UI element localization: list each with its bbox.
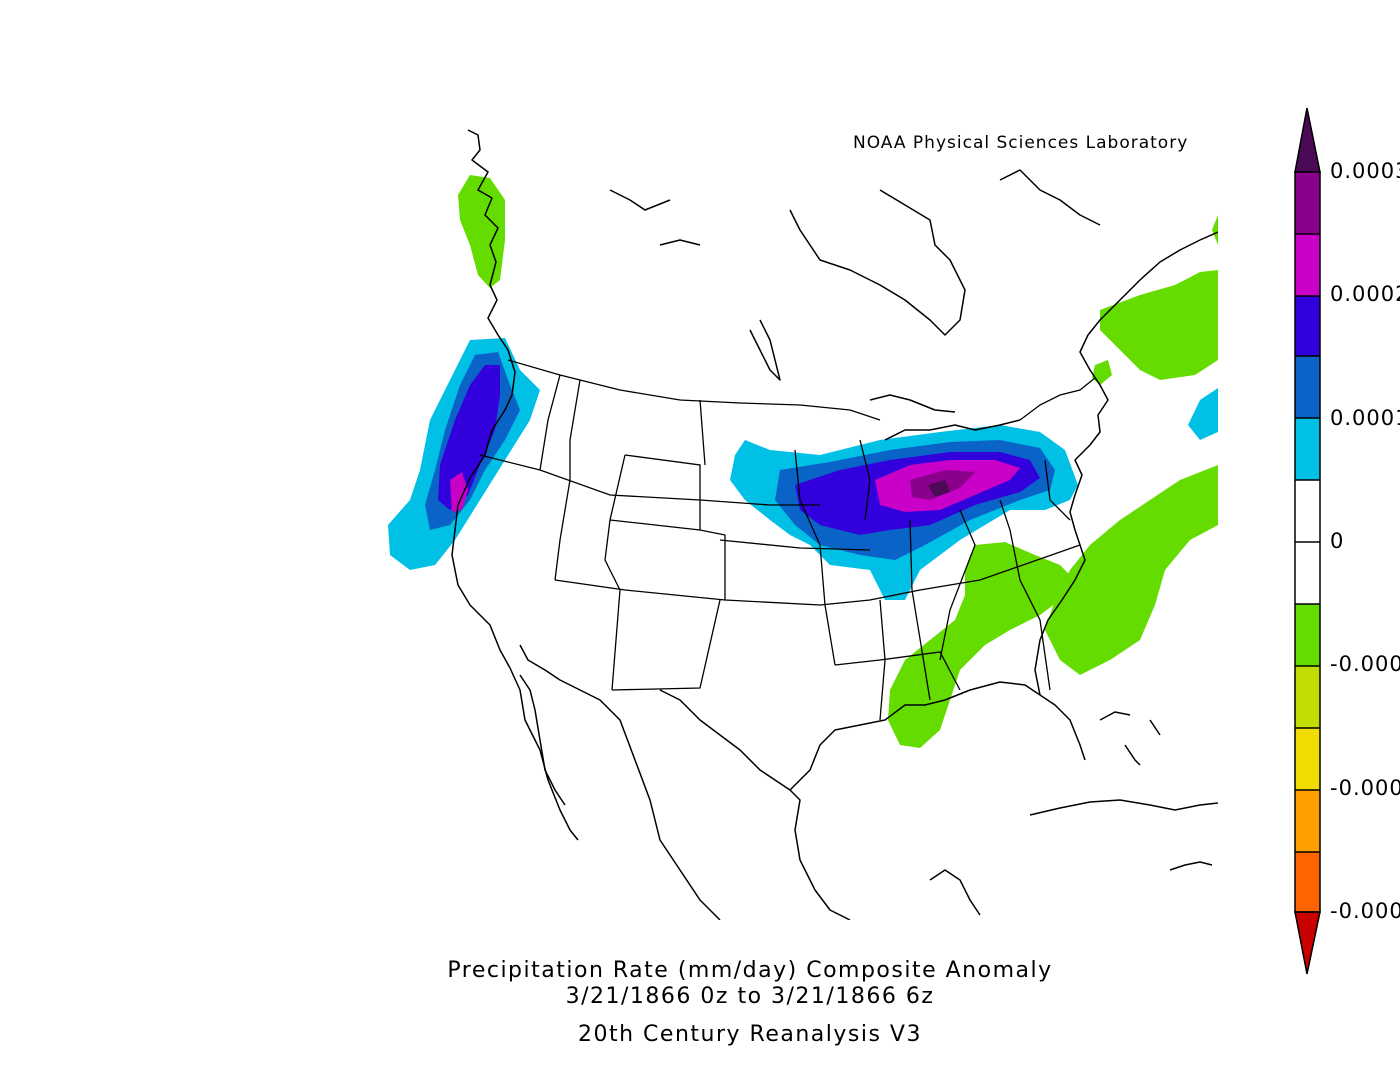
colorbar-top-arrow	[1294, 107, 1321, 173]
colorbar-bottom-arrow	[1294, 911, 1321, 975]
colorbar-swatch	[1295, 666, 1320, 728]
negative-anomaly-regions	[458, 175, 1218, 748]
colorbar-label: 0.0003	[1330, 159, 1400, 183]
colorbar	[1294, 107, 1321, 975]
colorbar-label: -0.0002	[1330, 775, 1400, 800]
colorbar-swatch	[1295, 604, 1320, 666]
colorbar-label: 0	[1330, 529, 1345, 554]
colorbar-swatch	[1295, 852, 1320, 912]
colorbar-swatch	[1295, 356, 1320, 418]
political-boundaries	[479, 359, 1096, 721]
colorbar-swatch	[1295, 296, 1320, 356]
figure-date-range: 3/21/1866 0z to 3/21/1866 6z	[565, 984, 935, 1009]
positive-anomaly-central-us	[730, 425, 1078, 600]
colorbar-swatch	[1295, 418, 1320, 480]
colorbar-label: 0.0001	[1330, 405, 1400, 430]
colorbar-swatch	[1295, 790, 1320, 852]
figure-title: Precipitation Rate (mm/day) Composite An…	[447, 958, 1053, 983]
coastlines	[451, 129, 1218, 920]
dataset-name: 20th Century Reanalysis V3	[578, 1022, 922, 1047]
positive-anomaly-west-coast	[388, 338, 540, 570]
colorbar-label: -0.0003	[1330, 899, 1400, 924]
colorbar-swatch	[1295, 234, 1320, 296]
colorbar-label: 0.0002	[1330, 282, 1400, 307]
credit-text: NOAA Physical Sciences Laboratory	[853, 133, 1189, 153]
colorbar-label: -0.0001	[1330, 652, 1400, 677]
colorbar-swatch	[1295, 480, 1320, 542]
colorbar-swatch	[1295, 172, 1320, 234]
colorbar-swatch	[1295, 542, 1320, 604]
colorbar-swatch	[1295, 728, 1320, 790]
